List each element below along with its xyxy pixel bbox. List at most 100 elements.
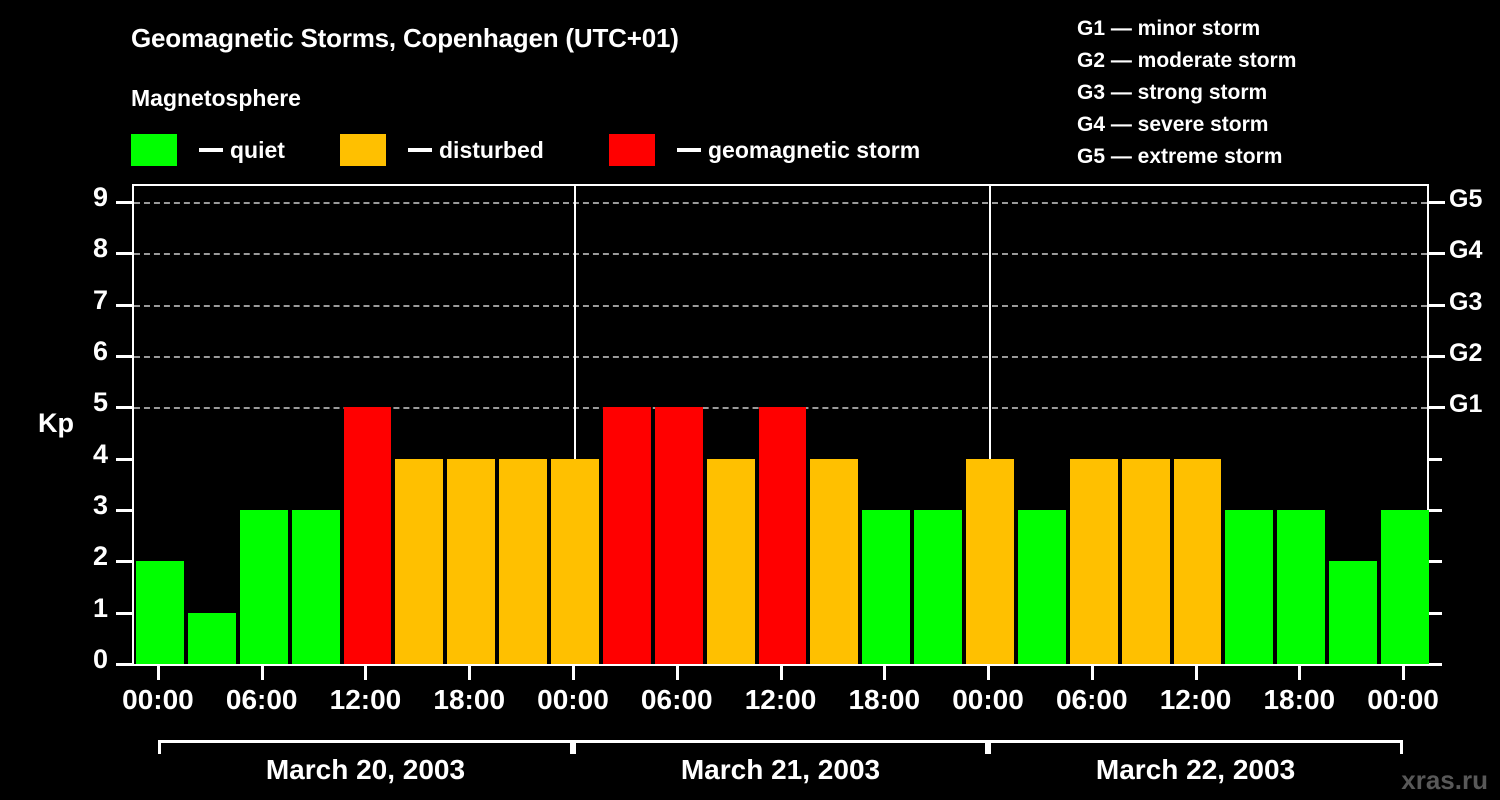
bar-fill [1225, 510, 1274, 664]
bar [1379, 510, 1431, 664]
x-tick-label: 00:00 [952, 684, 1024, 715]
bar [393, 458, 445, 664]
bar-fill [1277, 510, 1326, 664]
x-tick-mark [571, 666, 575, 680]
bar [912, 510, 964, 664]
y-tick-label: 9 [92, 182, 108, 212]
y-axis-title: Kp [38, 408, 74, 438]
g-tick-label: G5 [1449, 185, 1483, 213]
g-tick-label: G4 [1449, 236, 1483, 265]
bar-fill [291, 510, 340, 664]
day-bracket [157, 740, 573, 754]
bar [290, 510, 342, 664]
legend-swatch-icon [609, 134, 655, 166]
bar-fill [1381, 510, 1429, 664]
g-tick-label: G1 [1449, 390, 1483, 419]
y-tick-mark [116, 303, 132, 307]
g-legend-row: G4 — severe storm [1077, 113, 1269, 136]
x-tick-label: 06:00 [640, 684, 713, 715]
x-axis: 00:00 06:00 12:00 18:00 00:00 06:00 12:00 18:00… [0, 666, 1500, 726]
gridline [134, 304, 1427, 307]
x-tick-label: 12:00 [1159, 684, 1232, 715]
y-tick-mark [116, 457, 132, 461]
bar-fill [706, 458, 755, 664]
bar [1275, 510, 1327, 664]
legend-swatch-icon [131, 134, 177, 166]
g-tick-mark [1429, 303, 1445, 307]
y-tick-mark [116, 663, 132, 666]
bar [549, 458, 601, 664]
x-tick-label: 18:00 [1263, 684, 1336, 715]
bar-fill [654, 407, 703, 664]
bar-fill [758, 407, 807, 664]
y-tick-label: 1 [92, 592, 108, 623]
x-tick-mark [364, 666, 368, 680]
g-tick-mark [1429, 355, 1445, 358]
legend-dash-icon [199, 148, 223, 152]
bar-fill [343, 407, 392, 664]
legend-dash-icon [408, 148, 432, 152]
bar [1016, 510, 1068, 664]
x-tick-mark [1194, 666, 1198, 680]
g-legend-row: G5 — extreme storm [1077, 145, 1283, 168]
y-tick-label: 7 [92, 284, 108, 315]
bar-fill [810, 458, 859, 664]
g-tick-mark [1429, 201, 1445, 204]
g-tick-mark-minor [1429, 509, 1442, 512]
bar-fill [136, 561, 184, 664]
legend-dash-icon [677, 148, 701, 152]
day-label: March 20, 2003 [265, 754, 466, 785]
day-bracket [988, 740, 1404, 754]
day-bracket [572, 740, 988, 754]
x-tick-label: 00:00 [1367, 684, 1439, 715]
y-tick-label: 5 [92, 387, 108, 418]
bar-fill [1017, 510, 1066, 664]
x-tick-mark [779, 666, 783, 680]
bar [1172, 458, 1224, 664]
x-tick-label: 06:00 [1055, 684, 1128, 715]
bar-fill [914, 510, 963, 664]
x-tick-mark [1298, 666, 1302, 680]
bar [1327, 561, 1379, 664]
g-tick-mark-minor [1429, 611, 1442, 615]
g-tick-mark-minor [1429, 457, 1442, 461]
x-tick-mark [987, 666, 991, 680]
g-tick-mark-minor [1429, 560, 1442, 564]
x-tick-mark [1402, 666, 1406, 680]
bar-fill [862, 510, 911, 664]
day-label: March 21, 2003 [680, 754, 881, 785]
bar [601, 407, 653, 664]
watermark: xras.ru [1401, 765, 1488, 795]
legend-entry: geomagnetic storm [609, 132, 920, 168]
g-legend-row: G3 — strong storm [1077, 81, 1268, 104]
bar [445, 458, 497, 664]
bar [497, 458, 549, 664]
bar [808, 458, 860, 664]
x-tick-label: 12:00 [744, 684, 817, 715]
legend-swatch-icon [340, 134, 386, 166]
y-tick-mark [116, 560, 132, 564]
g-tick-mark [1429, 252, 1445, 256]
bar-fill [499, 458, 548, 664]
legend-label: geomagnetic storm [708, 136, 921, 163]
y-tick-label: 8 [92, 233, 108, 264]
x-tick-mark [156, 666, 160, 680]
bar [134, 561, 186, 664]
legend-label: disturbed [439, 136, 544, 163]
x-tick-label: 18:00 [433, 684, 506, 715]
x-tick-mark [675, 666, 679, 680]
bar-fill [1069, 458, 1118, 664]
x-tick-label: 06:00 [225, 684, 298, 715]
y-tick-mark [116, 355, 132, 358]
y-tick-mark [116, 611, 132, 615]
x-tick-label: 12:00 [329, 684, 402, 715]
bar [1120, 458, 1172, 664]
gridline [134, 253, 1427, 256]
y-tick-label: 4 [92, 438, 108, 469]
day-bands: March 20, 2003 March 21, 2003 March 22, 20… [0, 740, 1500, 800]
y-tick-mark [116, 406, 132, 410]
y-tick-mark [116, 252, 132, 256]
g-scale-legend: G1 — minor storm G2 — moderate storm G3 — … [1077, 13, 1296, 173]
g-legend-row: G1 — minor storm [1077, 17, 1261, 40]
bar [757, 407, 809, 664]
